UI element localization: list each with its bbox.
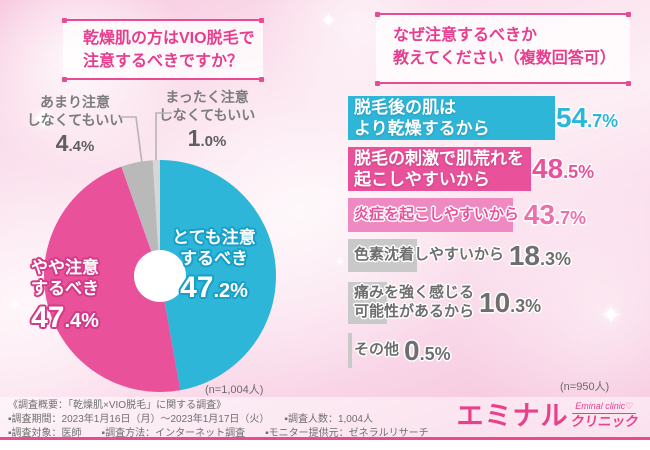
bar-row: 痛みを強く感じる 可能性があるから 10.3% <box>348 282 648 324</box>
bar-label: 脱毛の刺激で肌荒れを 起こしやすいから <box>354 148 524 189</box>
value-integer: 48 <box>532 153 564 184</box>
bar-fill <box>348 282 387 324</box>
bar-fill <box>348 333 352 368</box>
footer: 《調査概要：「乾燥肌×VIO脱毛」に関する調査》 ▪調査期間：2023年1月16… <box>0 397 650 440</box>
donut-hole <box>134 250 186 302</box>
bar-row: その他 0.5% <box>348 333 648 368</box>
bar-fill <box>348 198 513 232</box>
logo-sub-text: クリニック <box>569 413 640 429</box>
bar-content: その他 0.5% <box>348 333 648 368</box>
value-fraction: .4% <box>64 309 99 332</box>
pie-question-box: 乾燥肌の方はVIO脱毛で 注意するべきですか？ <box>62 17 264 82</box>
value-fraction: .2% <box>213 279 248 302</box>
clinic-logo: エミナル Eminal clinic♡ クリニック <box>456 401 640 432</box>
bar-row: 脱毛の刺激で肌荒れを 起こしやすいから 48.5% <box>348 147 648 191</box>
bottom-accent-line <box>0 437 650 440</box>
bar-value: 10.3% <box>479 287 541 319</box>
bar-value: 54.7% <box>556 102 618 134</box>
bar-chart: 脱毛後の肌は より乾燥するから 54.7% 脱毛の刺激で肌荒れを 起こしやすいから 4… <box>348 96 648 368</box>
bar-value: 48.5% <box>532 153 594 185</box>
bar-sample-size: (n=950人) <box>560 381 610 393</box>
value-fraction: .0% <box>200 133 227 150</box>
pie-callout-label: まったく注意 しなくてもいい <box>158 89 256 123</box>
bar-label: その他 <box>354 341 400 359</box>
pie-callout: まったく注意 しなくてもいい 1.0% <box>148 89 266 152</box>
sparkle-icon: ✦ <box>320 10 337 32</box>
bar-row: 脱毛後の肌は より乾燥するから 54.7% <box>348 96 648 140</box>
title-box-rule <box>62 17 264 23</box>
value-integer: 47 <box>180 270 214 304</box>
value-integer: 1 <box>187 125 201 151</box>
value-integer: 18 <box>508 239 541 271</box>
bar-label: 炎症を起こしやすいから <box>354 205 519 223</box>
bar-fill <box>348 239 417 272</box>
bar-content: 炎症を起こしやすいから 43.7% <box>348 198 648 232</box>
title-box-rule <box>375 11 631 17</box>
bar-value: 43.7% <box>524 199 586 231</box>
bar-label: 色素沈着しやすいから <box>354 246 504 264</box>
pie-chart <box>40 156 280 396</box>
bar-content: 脱毛後の肌は より乾燥するから 54.7% <box>348 96 648 140</box>
title-box-rule <box>375 80 631 86</box>
value-integer: 43 <box>523 199 556 230</box>
pie-slice-label: とても注意 するべき <box>172 228 256 269</box>
bar-label: 痛みを強く感じる 可能性があるから <box>354 284 475 320</box>
logo-right-block: Eminal clinic♡ クリニック <box>569 401 640 430</box>
bar-content: 痛みを強く感じる 可能性があるから 10.3% <box>348 282 648 324</box>
bar-question-title: なぜ注意するべきか 教えてください（複数回答可） <box>393 27 616 67</box>
survey-note-line: ▪調査対象：医師 ▪調査方法：インターネット調査 ▪モニター提供元：ゼネラルリサ… <box>8 427 429 439</box>
value-integer: 4 <box>55 130 69 156</box>
pie-callout-value: 1.0% <box>148 125 266 152</box>
pie-slice <box>43 166 181 393</box>
bottom-white-strip <box>0 439 650 450</box>
value-fraction: .5% <box>563 162 595 182</box>
pie-callout: あまり注意 しなくてもいい 4.4% <box>10 94 140 157</box>
value-integer: 10 <box>479 287 511 318</box>
value-fraction: .4% <box>68 138 95 155</box>
value-integer: 0 <box>404 334 420 366</box>
value-fraction: .3% <box>540 248 572 269</box>
logo-main-text: エミナル <box>456 401 569 432</box>
survey-note-line: 《調査概要：「乾燥肌×VIO脱毛」に関する調査》 <box>8 400 227 411</box>
bar-content: 色素沈着しやすいから 18.3% <box>348 239 648 272</box>
title-box-rule <box>62 76 264 82</box>
sparkle-icon: ✦ <box>335 255 346 269</box>
pie-slice-value: 47.2% <box>153 271 275 305</box>
bar-content: 脱毛の刺激で肌荒れを 起こしやすいから 48.5% <box>348 147 648 191</box>
pie-inner-label: やや注意 するべき 47.4% <box>6 257 124 335</box>
survey-note-line: ▪調査期間：2023年1月16日（月）～2023年1月17日（火） ▪調査人数：… <box>8 413 373 425</box>
value-fraction: .3% <box>510 296 542 316</box>
bar-value: 18.3% <box>509 240 571 272</box>
pie-callout-label: あまり注意 しなくてもいい <box>26 94 124 128</box>
survey-note: 《調査概要：「乾燥肌×VIO脱毛」に関する調査》 ▪調査期間：2023年1月16… <box>8 399 429 440</box>
pie-slice <box>121 160 160 276</box>
pie-slice <box>160 160 277 391</box>
value-fraction: .7% <box>587 111 619 131</box>
value-integer: 47 <box>31 300 65 334</box>
bar-row: 炎症を起こしやすいから 43.7% <box>348 198 648 232</box>
pie-slice <box>152 160 160 276</box>
bar-fill <box>348 147 531 191</box>
pie-slice-label: やや注意 するべき <box>31 258 99 299</box>
pie-sample-size: (n=1,004人) <box>205 384 264 396</box>
pie-inner-label: とても注意 するべき 47.2% <box>153 227 275 305</box>
value-integer: 54 <box>556 102 588 133</box>
heart-icon: ♡ <box>625 401 634 411</box>
bar-label: 脱毛後の肌は より乾燥するから <box>354 97 490 138</box>
pie-callout-value: 4.4% <box>10 130 140 157</box>
bar-fill <box>348 96 555 140</box>
pie-question-title: 乾燥肌の方はVIO脱毛で 注意するべきですか？ <box>83 30 255 70</box>
value-fraction: .7% <box>555 208 587 228</box>
logo-script-text: Eminal clinic♡ <box>572 401 637 414</box>
value-fraction: .5% <box>419 343 451 364</box>
bar-question-box: なぜ注意するべきか 教えてください（複数回答可） <box>375 11 631 86</box>
bar-value: 0.5% <box>404 335 451 367</box>
bar-row: 色素沈着しやすいから 18.3% <box>348 239 648 272</box>
pie-slice-value: 47.4% <box>6 301 124 335</box>
